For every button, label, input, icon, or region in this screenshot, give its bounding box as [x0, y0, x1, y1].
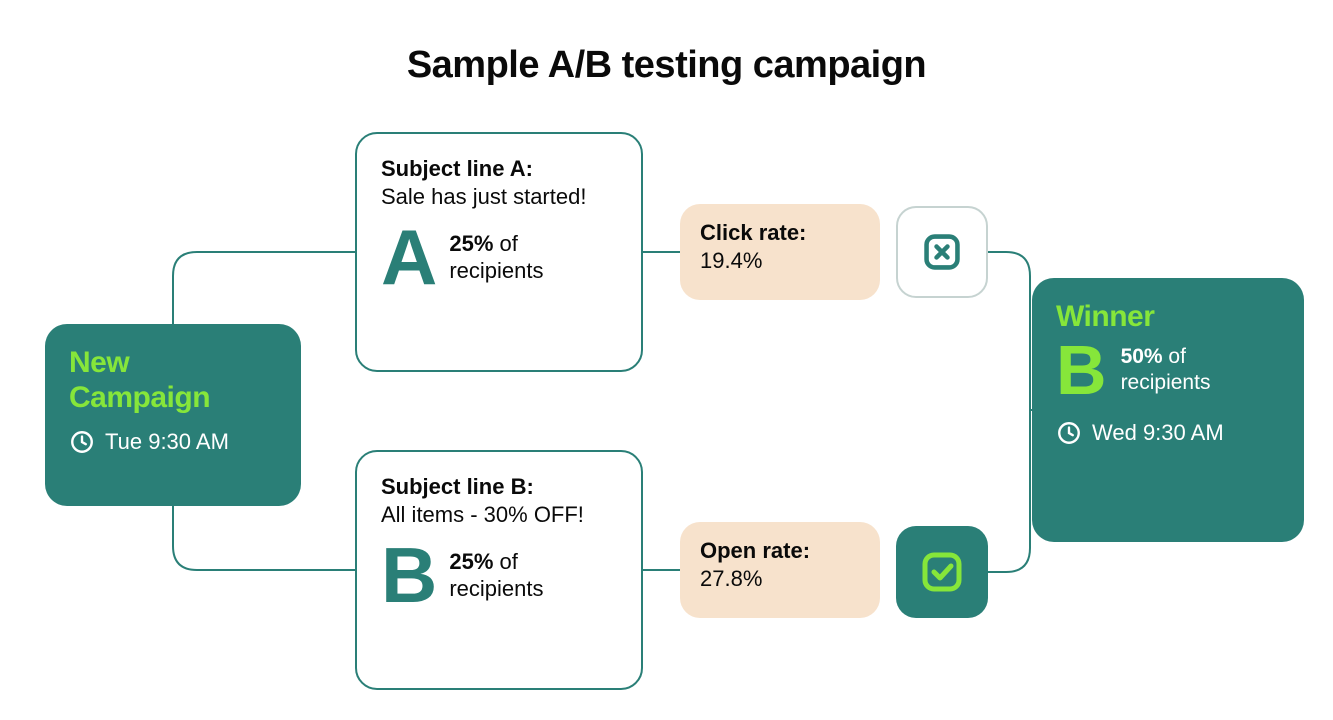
loser-outcome-box: [896, 206, 988, 298]
variant-b-label: Subject line B:: [381, 474, 617, 500]
variant-a-split: A 25% of recipients: [381, 228, 617, 287]
winner-pct-line: 50% of recipients: [1121, 344, 1211, 397]
variant-b-suffix2: recipients: [449, 576, 543, 601]
winner-title: Winner: [1056, 300, 1280, 334]
variant-a-box: Subject line A: Sale has just started! A…: [355, 132, 643, 372]
start-campaign-box: New Campaign Tue 9:30 AM: [45, 324, 301, 506]
winner-time-row: Wed 9:30 AM: [1056, 420, 1280, 446]
winner-split: B 50% of recipients: [1056, 342, 1280, 398]
variant-b-percent: 25%: [449, 549, 493, 574]
variant-a-suffix2: recipients: [449, 258, 543, 283]
metric-a-label: Click rate:: [700, 220, 860, 246]
metric-b-badge: Open rate: 27.8%: [680, 522, 880, 618]
variant-a-letter: A: [381, 228, 435, 287]
variant-b-pct-line: 25% of recipients: [449, 548, 543, 603]
metric-a-badge: Click rate: 19.4%: [680, 204, 880, 300]
variant-a-text: Sale has just started!: [381, 184, 617, 210]
winner-box: Winner B 50% of recipients Wed 9:30 AM: [1032, 278, 1304, 542]
winner-suffix1: of: [1163, 345, 1186, 368]
start-title-line2: Campaign: [69, 381, 210, 414]
variant-b-text: All items - 30% OFF!: [381, 502, 617, 528]
start-title-line1: New: [69, 346, 129, 379]
variant-b-suffix1: of: [493, 549, 517, 574]
winner-percent: 50%: [1121, 345, 1163, 368]
check-square-icon: [920, 550, 964, 594]
variant-b-box: Subject line B: All items - 30% OFF! B 2…: [355, 450, 643, 690]
variant-a-percent: 25%: [449, 231, 493, 256]
winner-letter: B: [1056, 342, 1105, 398]
metric-b-value: 27.8%: [700, 566, 860, 592]
diagram-canvas: Sample A/B testing campaign New Campaign…: [0, 0, 1333, 720]
variant-a-label: Subject line A:: [381, 156, 617, 182]
start-title: New Campaign: [69, 346, 277, 415]
variant-a-suffix1: of: [493, 231, 517, 256]
clock-icon: [69, 429, 95, 455]
clock-icon: [1056, 420, 1082, 446]
winner-outcome-box: [896, 526, 988, 618]
metric-b-label: Open rate:: [700, 538, 860, 564]
start-time-row: Tue 9:30 AM: [69, 429, 277, 455]
winner-time-text: Wed 9:30 AM: [1092, 420, 1224, 446]
x-square-icon: [922, 230, 962, 274]
variant-a-pct-line: 25% of recipients: [449, 230, 543, 285]
page-title: Sample A/B testing campaign: [0, 44, 1333, 87]
winner-suffix2: recipients: [1121, 371, 1211, 394]
start-time-text: Tue 9:30 AM: [105, 429, 229, 455]
variant-b-letter: B: [381, 546, 435, 605]
variant-b-split: B 25% of recipients: [381, 546, 617, 605]
metric-a-value: 19.4%: [700, 248, 860, 274]
